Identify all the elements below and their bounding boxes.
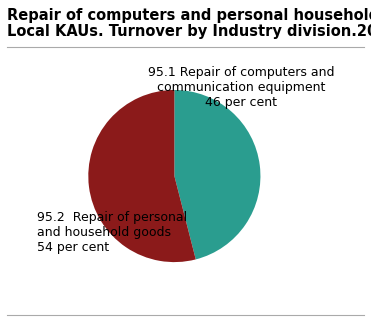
Text: Local KAUs. Turnover by Industry division.2008. Per cent: Local KAUs. Turnover by Industry divisio… <box>7 24 371 39</box>
Wedge shape <box>88 90 196 262</box>
Text: 95.2  Repair of personal
and household goods
54 per cent: 95.2 Repair of personal and household go… <box>37 211 187 254</box>
Text: Repair of computers and personal household goods.: Repair of computers and personal househo… <box>7 8 371 23</box>
Text: 95.1 Repair of computers and
communication equipment
46 per cent: 95.1 Repair of computers and communicati… <box>148 66 334 109</box>
Wedge shape <box>174 90 260 259</box>
